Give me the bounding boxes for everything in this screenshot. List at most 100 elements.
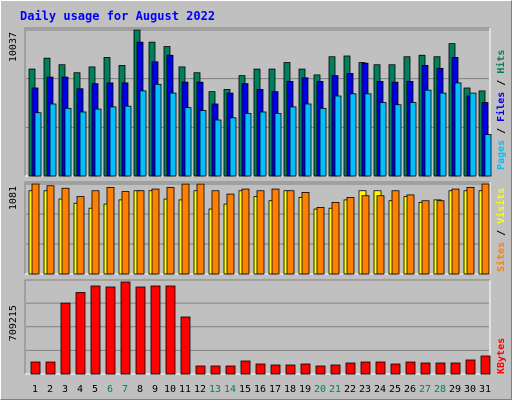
bar-sites-day-13 [211, 190, 220, 275]
x-axis-day-label: 15 [239, 384, 251, 395]
bar-pages-day-11 [184, 107, 192, 177]
x-axis-day-label: 13 [209, 384, 221, 395]
y-axis-max-label: 709215 [8, 305, 19, 341]
chart-title: Daily usage for August 2022 [20, 9, 215, 23]
bar-kbytes-day-4 [75, 292, 86, 375]
x-axis-day-label: 10 [164, 384, 176, 395]
bar-sites-day-16 [256, 190, 265, 275]
x-axis-day-label: 21 [329, 384, 341, 395]
bar-pages-day-8 [139, 90, 147, 177]
bar-pages-day-5 [94, 108, 102, 177]
bar-kbytes-day-29 [450, 362, 461, 375]
legend-kbytes: KBytes [496, 338, 507, 374]
panel-frames [24, 27, 491, 375]
bar-pages-day-29 [454, 82, 462, 177]
bar-pages-day-13 [214, 119, 222, 177]
bar-sites-day-5 [91, 190, 100, 275]
bar-sites-day-3 [61, 187, 70, 275]
x-axis-day-label: 18 [284, 384, 296, 395]
y-axis-labels: 10037 1081 709215 [8, 32, 19, 341]
x-axis-day-labels: 1 2 3 4 5 6 7 8 9 10 11 12 13 14 15 16 17 18 19 20 21 22 23 24 2… [32, 384, 491, 395]
bar-pages-day-31 [484, 134, 492, 177]
bar-kbytes-day-18 [285, 364, 296, 375]
bar-kbytes-day-3 [60, 302, 71, 375]
bar-sites-day-22 [346, 197, 355, 275]
bar-kbytes-day-21 [330, 364, 341, 375]
bar-pages-day-18 [289, 106, 297, 177]
bar-pages-day-4 [79, 111, 87, 177]
bar-pages-day-25 [394, 104, 402, 177]
bar-sites-day-11 [181, 183, 190, 275]
bar-kbytes-day-10 [165, 285, 176, 375]
bar-sites-day-31 [481, 183, 490, 275]
x-axis-day-label: 2 [47, 384, 53, 395]
legend-hits: Hits [495, 50, 507, 74]
x-axis-day-label: 24 [374, 384, 386, 395]
bar-sites-day-4 [76, 196, 85, 275]
x-axis-day-label: 17 [269, 384, 281, 395]
bar-kbytes-day-23 [360, 361, 371, 375]
bar-sites-day-7 [121, 191, 130, 275]
bar-sites-day-14 [226, 193, 235, 275]
x-axis-day-label: 12 [194, 384, 206, 395]
panel-frame-shadow [24, 27, 490, 176]
x-axis-day-label: 30 [464, 384, 476, 395]
bar-kbytes-day-2 [45, 361, 56, 375]
bar-kbytes-day-7 [120, 281, 131, 375]
y-axis-max-label: 1081 [8, 186, 19, 210]
bar-kbytes-day-17 [270, 364, 281, 375]
bar-pages-day-23 [364, 93, 372, 177]
x-axis-day-label: 26 [404, 384, 416, 395]
x-axis-day-label: 5 [92, 384, 98, 395]
x-axis-day-label: 23 [359, 384, 371, 395]
bar-sites-day-19 [301, 192, 310, 275]
legend: Pages / Files / Hits [495, 50, 507, 170]
bar-kbytes-day-25 [390, 363, 401, 375]
bar-kbytes-day-24 [375, 361, 386, 375]
legend-separator: / [496, 74, 507, 92]
bar-kbytes-day-31 [480, 355, 491, 375]
bar-sites-day-2 [46, 185, 55, 275]
bar-kbytes-day-6 [105, 286, 116, 375]
legend-separator: / [496, 224, 507, 242]
bar-kbytes-day-5 [90, 285, 101, 375]
bar-pages-day-9 [154, 83, 162, 177]
bar-kbytes-day-30 [465, 359, 476, 375]
bar-kbytes-day-19 [300, 363, 311, 375]
bar-sites-day-27 [421, 200, 430, 275]
panel-frame-shadow [24, 279, 490, 374]
bar-pages-day-21 [334, 95, 342, 177]
bar-pages-day-28 [439, 92, 447, 177]
bar-sites-day-20 [316, 206, 325, 275]
chart-bars [28, 29, 492, 375]
bar-pages-day-20 [319, 107, 327, 177]
bar-sites-day-28 [436, 200, 445, 275]
bar-sites-day-24 [376, 195, 385, 275]
legend-pages: Pages [496, 140, 507, 170]
x-axis-day-label: 25 [389, 384, 401, 395]
bar-kbytes-day-11 [180, 316, 191, 375]
bar-kbytes-day-8 [135, 286, 146, 375]
x-axis-day-label: 7 [122, 384, 128, 395]
bar-kbytes-day-16 [255, 363, 266, 375]
x-axis-day-label: 20 [314, 384, 326, 395]
bar-pages-day-1 [34, 112, 42, 177]
x-axis-day-label: 19 [299, 384, 311, 395]
panel-frame-shadow [24, 181, 490, 274]
bar-kbytes-day-13 [210, 365, 221, 375]
x-axis-day-label: 1 [32, 384, 38, 395]
legend-files: Files [495, 92, 507, 122]
bar-pages-day-10 [169, 92, 177, 177]
x-axis-day-label: 16 [254, 384, 266, 395]
y-axis-max-label: 10037 [8, 32, 19, 62]
bar-pages-day-12 [199, 110, 207, 177]
bar-sites-day-12 [196, 183, 205, 275]
legend-visits: Visits [495, 188, 507, 224]
legend: Sites / Visits [495, 188, 507, 272]
bar-sites-day-26 [406, 194, 415, 275]
bar-sites-day-18 [286, 190, 295, 275]
bar-sites-day-17 [271, 188, 280, 275]
bar-pages-day-30 [469, 92, 477, 177]
legend-separator: / [496, 122, 507, 140]
